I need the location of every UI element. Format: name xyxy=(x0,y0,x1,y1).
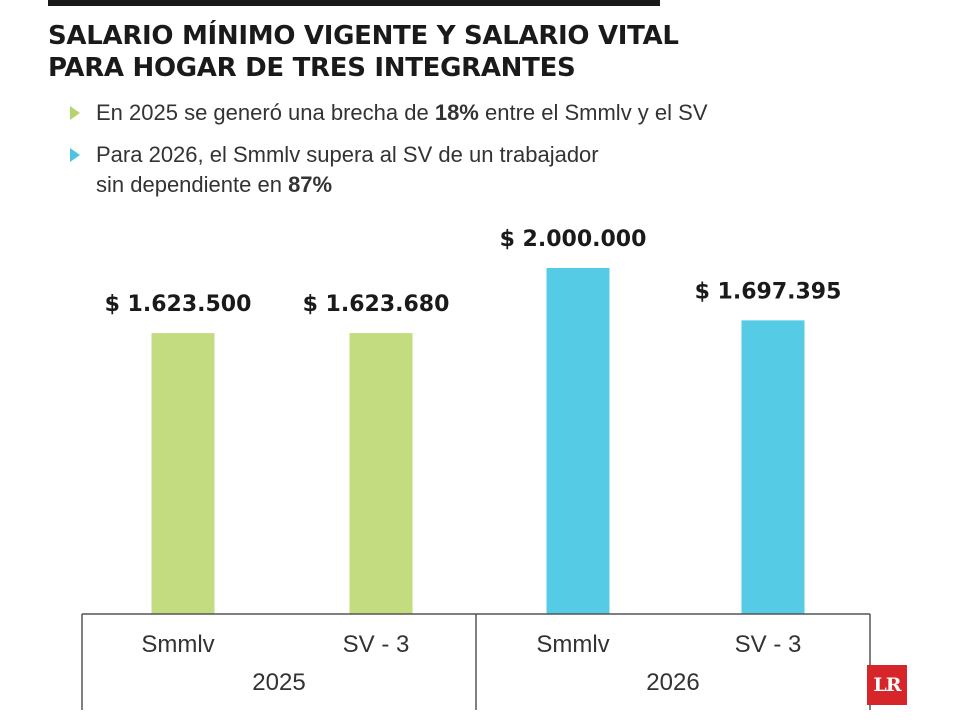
category-label: Smmlv xyxy=(141,631,214,658)
bullet-pre: sin dependiente en xyxy=(96,172,289,197)
bar-2025-smmlv xyxy=(151,333,215,614)
bullet-line-1: Para 2026, el Smmlv supera al SV de un t… xyxy=(96,142,599,167)
title-line-1: SALARIO MÍNIMO VIGENTE Y SALARIO VITAL xyxy=(48,21,679,51)
category-label: Smmlv xyxy=(536,631,609,658)
blue-arrow-icon xyxy=(70,148,80,162)
top-rule xyxy=(48,0,660,6)
bullet-post: entre el Smmlv y el SV xyxy=(478,100,708,125)
bullet-bold: 18% xyxy=(434,100,479,125)
data-label: $ 1.623.500 xyxy=(105,292,252,317)
lr-logo: LR xyxy=(867,665,907,705)
bullet-text: En 2025 se generó una brecha de 18% entr… xyxy=(96,98,708,128)
bar-2026-smmlv xyxy=(546,268,610,614)
category-label: SV - 3 xyxy=(343,631,410,658)
bar-2026-sv3 xyxy=(741,320,805,614)
green-arrow-icon xyxy=(70,106,80,120)
category-label: SV - 3 xyxy=(735,631,802,658)
bullet-bold: 87% xyxy=(288,172,333,197)
group-label-2026: 2026 xyxy=(646,669,699,696)
bullet-pre: En 2025 se generó una brecha de xyxy=(96,100,435,125)
chart-title: SALARIO MÍNIMO VIGENTE Y SALARIO VITAL P… xyxy=(48,20,748,84)
data-label: $ 2.000.000 xyxy=(500,227,647,252)
bar-2025-sv3 xyxy=(349,333,413,614)
bullet-line-2: sin dependiente en 87% xyxy=(96,170,332,200)
title-line-2: PARA HOGAR DE TRES INTEGRANTES xyxy=(48,53,576,83)
data-label: $ 1.623.680 xyxy=(303,292,450,317)
data-label: $ 1.697.395 xyxy=(695,279,842,304)
group-label-2025: 2025 xyxy=(252,669,305,696)
